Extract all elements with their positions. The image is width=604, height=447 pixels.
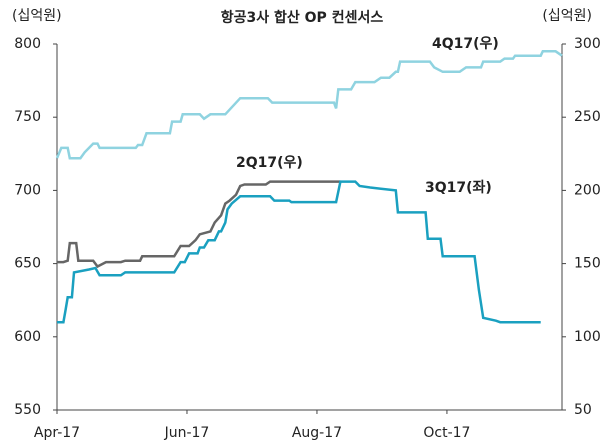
x-tick-label: Apr-17	[34, 425, 80, 441]
y-axis-label: (십억원)	[12, 8, 62, 24]
y2-tick-label: 250	[574, 109, 601, 125]
x-tick-label: Jun-17	[164, 425, 210, 441]
y-tick-label: 700	[14, 182, 41, 198]
chart-title: 항공3사 합산 OP 컨센서스	[221, 9, 384, 26]
series-line	[57, 180, 541, 324]
y-tick-label: 750	[14, 109, 41, 125]
y-tick-label: 600	[14, 329, 41, 345]
series-line	[55, 50, 563, 160]
y2-tick-label: 100	[574, 329, 601, 345]
y2-tick-label: 200	[574, 182, 601, 198]
y2-axis-label: (십억원)	[542, 8, 592, 24]
x-tick-label: Oct-17	[423, 425, 470, 441]
series-label: 3Q17(좌)	[425, 180, 492, 196]
y-tick-label: 550	[14, 402, 41, 418]
x-tick-label: Aug-17	[292, 425, 342, 441]
y2-tick-label: 150	[574, 256, 601, 272]
series-line	[57, 180, 341, 269]
y-tick-label: 800	[14, 36, 41, 52]
series-label: 2Q17(우)	[236, 155, 303, 171]
series-label: 4Q17(우)	[432, 36, 499, 52]
axis-frame	[56, 44, 563, 411]
y-tick-label: 650	[14, 256, 41, 272]
y2-tick-label: 50	[574, 402, 592, 418]
y2-tick-label: 300	[574, 36, 601, 52]
